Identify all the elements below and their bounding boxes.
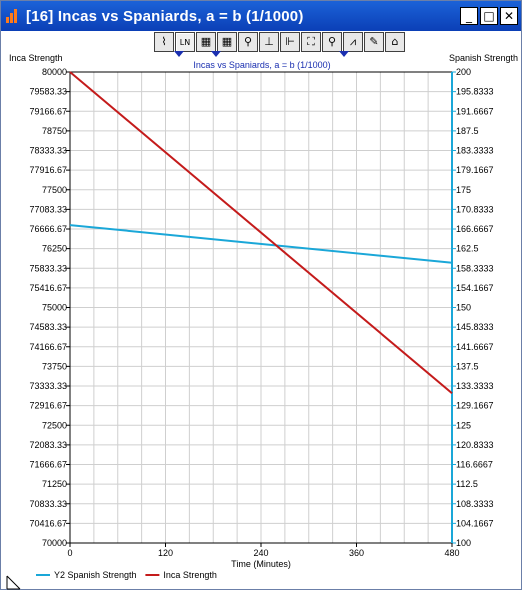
series-line-inca-strength xyxy=(69,71,453,394)
peak-tool-icon: ⩘ xyxy=(349,35,357,48)
pencil-tool-button[interactable]: ✎ xyxy=(364,32,384,52)
grid-tool-button[interactable]: ▦ xyxy=(217,32,237,52)
left-tick-label: 75416.67 xyxy=(29,283,67,293)
right-tick-label: 116.6667 xyxy=(456,460,493,470)
magnify-tool-button[interactable]: ⚲ xyxy=(322,32,342,52)
right-tick-label: 195.8333 xyxy=(456,87,494,97)
axis-tool-icon: ⊥ xyxy=(264,35,274,48)
ln-tool-icon: LN xyxy=(179,38,191,47)
right-tick-label: 179.1667 xyxy=(456,165,494,175)
minimize-button[interactable]: _ xyxy=(460,7,478,25)
right-tick-label: 175 xyxy=(456,185,471,195)
x-tick-label: 480 xyxy=(444,548,459,558)
plot-area xyxy=(70,72,452,543)
right-tick-label: 108.3333 xyxy=(456,499,494,509)
chart-app-icon xyxy=(6,9,20,23)
left-tick-label: 70833.33 xyxy=(29,499,67,509)
left-tick-label: 74166.67 xyxy=(29,342,67,352)
right-tick-label: 166.6667 xyxy=(456,224,494,234)
grid-tool-icon: ▦ xyxy=(221,35,233,48)
pointer-icon xyxy=(211,51,221,57)
right-tick-label: 104.1667 xyxy=(456,518,494,528)
right-tick-label: 112.5 xyxy=(456,479,478,489)
left-tick-label: 77083.33 xyxy=(29,204,67,214)
pin-tool-icon: ⚲ xyxy=(243,35,253,48)
scale-tool-button[interactable]: ⊩ xyxy=(280,32,300,52)
left-tick-label: 70416.67 xyxy=(29,518,67,528)
right-tick-label: 183.3333 xyxy=(456,146,494,156)
right-tick-label: 191.6667 xyxy=(456,106,494,116)
x-tick-label: 360 xyxy=(349,548,364,558)
x-tick-label: 240 xyxy=(253,548,268,558)
resize-grip-icon[interactable] xyxy=(5,573,23,591)
chart-title: Incas vs Spaniards, a = b (1/1000) xyxy=(193,60,331,70)
left-tick-label: 78333.33 xyxy=(29,146,67,156)
right-tick-label: 120.8333 xyxy=(456,440,494,450)
window-title: [16] Incas vs Spaniards, a = b (1/1000) xyxy=(26,7,304,25)
zoom-fit-tool-icon: ⛶ xyxy=(307,35,315,48)
pointer-icon xyxy=(174,51,184,57)
left-tick-label: 77916.67 xyxy=(29,165,67,175)
x-tick-label: 120 xyxy=(158,548,173,558)
pointer-icon xyxy=(339,51,349,57)
left-tick-label: 72500 xyxy=(42,420,67,430)
left-tick-label: 73333.33 xyxy=(29,381,67,391)
right-tick-label: 158.3333 xyxy=(456,263,494,273)
left-tick-label: 79166.67 xyxy=(29,106,67,116)
pin-tool-button[interactable]: ⚲ xyxy=(238,32,258,52)
legend-label: Y2 Spanish Strength xyxy=(54,570,137,580)
stamp-tool-button[interactable]: ⌂ xyxy=(385,32,405,52)
title-bar[interactable]: [16] Incas vs Spaniards, a = b (1/1000) … xyxy=(1,1,521,31)
right-axis-title: Spanish Strength xyxy=(448,53,518,63)
ln-tool-button[interactable]: LN xyxy=(175,32,195,52)
right-tick-label: 137.5 xyxy=(456,361,479,371)
left-axis-title: Inca Strength xyxy=(9,53,63,63)
left-tick-label: 72916.67 xyxy=(29,401,67,411)
close-button[interactable]: ✕ xyxy=(500,7,518,25)
graph-toolbar: ⌇ LN ▦ ▦ ⚲ ⊥ ⊩ ⛶ ⚲ ⩘ ✎ ⌂ xyxy=(154,32,406,52)
x-axis-label: Time (Minutes) xyxy=(231,559,291,569)
right-tick-label: 150 xyxy=(456,303,471,313)
scale-tool-icon: ⊩ xyxy=(285,35,295,48)
zoom-fit-tool-button[interactable]: ⛶ xyxy=(301,32,321,52)
right-tick-label: 129.1667 xyxy=(456,401,494,411)
right-tick-label: 145.8333 xyxy=(456,322,494,332)
left-tick-label: 75000 xyxy=(42,303,67,313)
table-tool-button[interactable]: ▦ xyxy=(196,32,216,52)
left-tick-label: 70000 xyxy=(42,538,67,548)
graph-tool-icon: ⌇ xyxy=(161,35,167,48)
left-tick-label: 76250 xyxy=(42,244,67,254)
magnify-tool-icon: ⚲ xyxy=(327,35,337,48)
left-tick-label: 71250 xyxy=(42,479,67,489)
right-tick-label: 162.5 xyxy=(456,244,479,254)
peak-tool-button[interactable]: ⩘ xyxy=(343,32,363,52)
left-tick-label: 77500 xyxy=(42,185,67,195)
left-tick-label: 75833.33 xyxy=(29,263,67,273)
right-tick-label: 100 xyxy=(456,538,471,548)
right-tick-label: 133.3333 xyxy=(456,381,494,391)
right-tick-label: 170.8333 xyxy=(456,204,494,214)
pencil-tool-icon: ✎ xyxy=(369,35,379,48)
left-tick-label: 71666.67 xyxy=(29,460,67,470)
right-tick-label: 187.5 xyxy=(456,126,479,136)
right-tick-label: 125 xyxy=(456,420,471,430)
left-tick-label: 76666.67 xyxy=(29,224,67,234)
table-tool-icon: ▦ xyxy=(200,35,212,48)
right-tick-label: 141.6667 xyxy=(456,342,494,352)
series-line-y2-spanish-strength xyxy=(69,224,453,264)
legend-label: Inca Strength xyxy=(163,570,217,580)
graph-tool-button[interactable]: ⌇ xyxy=(154,32,174,52)
left-tick-label: 78750 xyxy=(42,126,67,136)
left-tick-label: 73750 xyxy=(42,361,67,371)
left-tick-label: 72083.33 xyxy=(29,440,67,450)
stamp-tool-icon: ⌂ xyxy=(391,35,399,48)
maximize-button[interactable]: □ xyxy=(480,7,498,25)
right-tick-label: 154.1667 xyxy=(456,283,494,293)
left-tick-label: 79583.33 xyxy=(29,87,67,97)
axis-tool-button[interactable]: ⊥ xyxy=(259,32,279,52)
x-tick-label: 0 xyxy=(67,548,72,558)
left-tick-label: 74583.33 xyxy=(29,322,67,332)
